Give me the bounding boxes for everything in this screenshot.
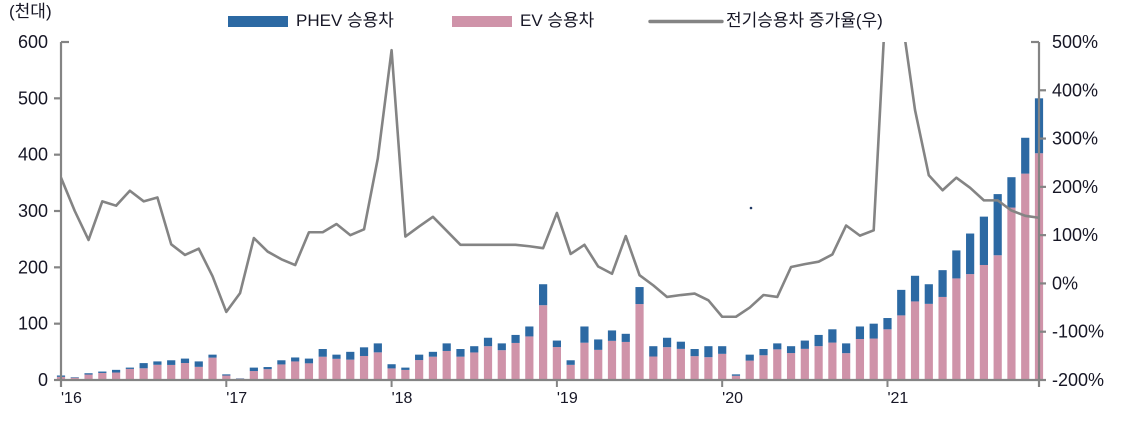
svg-text:'21: '21 bbox=[887, 390, 908, 407]
svg-text:200: 200 bbox=[18, 257, 48, 277]
svg-text:전기승용차 증가율(우): 전기승용차 증가율(우) bbox=[726, 11, 883, 30]
svg-text:-200%: -200% bbox=[1052, 370, 1104, 390]
svg-text:0%: 0% bbox=[1052, 273, 1078, 293]
svg-text:100%: 100% bbox=[1052, 225, 1098, 245]
svg-text:600: 600 bbox=[18, 32, 48, 52]
svg-text:0: 0 bbox=[38, 370, 48, 390]
svg-text:(천대): (천대) bbox=[9, 2, 52, 21]
svg-text:'18: '18 bbox=[392, 390, 413, 407]
svg-text:300%: 300% bbox=[1052, 129, 1098, 149]
svg-text:500%: 500% bbox=[1052, 32, 1098, 52]
svg-text:200%: 200% bbox=[1052, 177, 1098, 197]
svg-text:100: 100 bbox=[18, 314, 48, 334]
svg-text:'20: '20 bbox=[722, 390, 743, 407]
svg-text:PHEV 승용차: PHEV 승용차 bbox=[296, 11, 394, 30]
svg-text:'17: '17 bbox=[226, 390, 247, 407]
svg-text:400%: 400% bbox=[1052, 80, 1098, 100]
svg-text:500: 500 bbox=[18, 88, 48, 108]
svg-text:300: 300 bbox=[18, 201, 48, 221]
svg-text:'16: '16 bbox=[61, 390, 82, 407]
svg-text:-100%: -100% bbox=[1052, 322, 1104, 342]
svg-text:'19: '19 bbox=[557, 390, 578, 407]
svg-text:400: 400 bbox=[18, 145, 48, 165]
svg-text:EV 승용차: EV 승용차 bbox=[520, 11, 595, 30]
